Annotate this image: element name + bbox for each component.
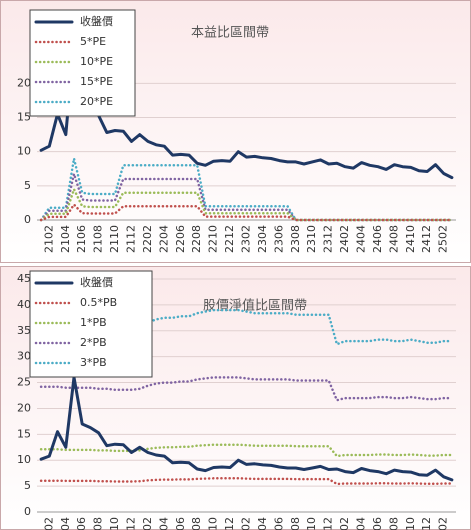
x-tick-label: 2110: [108, 225, 121, 253]
y-tick-label: 0: [24, 213, 31, 226]
x-tick-label: 2304: [256, 225, 269, 253]
x-tick-label: 2108: [92, 517, 105, 530]
x-tick-label: 2402: [338, 225, 351, 253]
x-tick-label: 2302: [240, 517, 253, 530]
y-tick-label: 5: [24, 179, 31, 192]
x-tick-label: 2404: [355, 225, 368, 253]
y-tick-label: 5: [24, 479, 31, 492]
x-tick-label: 2302: [240, 225, 253, 253]
chart-title: 股價淨值比區間帶: [203, 298, 307, 314]
legend-label: 10*PE: [80, 55, 113, 68]
x-tick-label: 2406: [371, 225, 384, 253]
legend-box: [29, 270, 153, 378]
x-tick-label: 2502: [437, 225, 450, 253]
x-tick-label: 2308: [289, 517, 302, 530]
legend-label: 收盤價: [80, 275, 113, 289]
y-tick-label: 0: [24, 505, 31, 518]
legend-label: 3*PB: [80, 356, 107, 369]
x-tick-label: 2212: [223, 517, 236, 530]
x-tick-label: 2306: [272, 517, 285, 530]
series-line: [39, 375, 454, 482]
legend-box: [29, 9, 136, 117]
y-tick-label: 30: [17, 350, 31, 363]
x-tick-label: 2204: [157, 517, 170, 530]
x-tick-label: 2110: [108, 517, 121, 530]
x-tick-label: 2112: [124, 517, 137, 530]
x-tick-label: 2112: [124, 225, 137, 253]
x-tick-label: 2104: [59, 225, 72, 253]
series-line: [39, 477, 454, 486]
x-tick-label: 2408: [387, 517, 400, 530]
y-tick-label: 15: [17, 427, 31, 440]
series-line: [39, 443, 454, 458]
x-tick-label: 2208: [190, 225, 203, 253]
x-tick-label: 2306: [272, 225, 285, 253]
legend-label: 1*PB: [80, 316, 107, 329]
y-tick-label: 45: [17, 272, 31, 285]
x-tick-label: 2206: [174, 225, 187, 253]
x-tick-label: 2310: [305, 517, 318, 530]
legend-label: 0.5*PB: [80, 296, 117, 309]
x-tick-label: 2102: [42, 517, 55, 530]
x-tick-label: 2406: [371, 517, 384, 530]
x-tick-label: 2412: [420, 225, 433, 253]
x-tick-label: 2402: [338, 517, 351, 530]
x-tick-label: 2202: [141, 225, 154, 253]
y-tick-label: 25: [17, 376, 31, 389]
x-tick-label: 2106: [75, 517, 88, 530]
x-tick-label: 2210: [207, 517, 220, 530]
x-tick-label: 2308: [289, 225, 302, 253]
y-tick-label: 10: [17, 453, 31, 466]
y-tick-label: 20: [17, 401, 31, 414]
legend-label: 5*PE: [80, 35, 106, 48]
x-tick-label: 2410: [404, 517, 417, 530]
x-tick-label: 2412: [420, 517, 433, 530]
legend-label: 收盤價: [80, 14, 113, 28]
y-tick-label: 20: [17, 76, 31, 89]
x-tick-label: 2312: [322, 225, 335, 253]
x-tick-label: 2502: [437, 517, 450, 530]
x-tick-label: 2304: [256, 517, 269, 530]
x-tick-label: 2104: [59, 517, 72, 530]
x-tick-label: 2404: [355, 517, 368, 530]
x-tick-label: 2202: [141, 517, 154, 530]
series-line: [39, 376, 454, 402]
x-tick-label: 2312: [322, 517, 335, 530]
y-tick-label: 10: [17, 145, 31, 158]
x-tick-label: 2208: [190, 517, 203, 530]
legend-label: 2*PB: [80, 336, 107, 349]
legend-label: 20*PE: [80, 95, 113, 108]
y-tick-label: 15: [17, 111, 31, 124]
x-tick-label: 2408: [387, 225, 400, 253]
legend-label: 15*PE: [80, 75, 113, 88]
x-tick-label: 2410: [404, 225, 417, 253]
chart: 0 5 10 15 20 2102 2104 2106 2108 2110 2112 2202 2204…: [0, 0, 471, 263]
x-tick-label: 2102: [42, 225, 55, 253]
x-tick-label: 2310: [305, 225, 318, 253]
x-tick-label: 2210: [207, 225, 220, 253]
series-line: [39, 40, 454, 180]
x-tick-label: 2106: [75, 225, 88, 253]
y-tick-label: 35: [17, 324, 31, 337]
x-tick-label: 2204: [157, 225, 170, 253]
x-tick-label: 2108: [92, 225, 105, 253]
x-tick-label: 2206: [174, 517, 187, 530]
series-line: [39, 203, 454, 222]
x-tick-label: 2212: [223, 225, 236, 253]
y-tick-label: 40: [17, 298, 31, 311]
chart-title: 本益比區間帶: [191, 26, 269, 41]
